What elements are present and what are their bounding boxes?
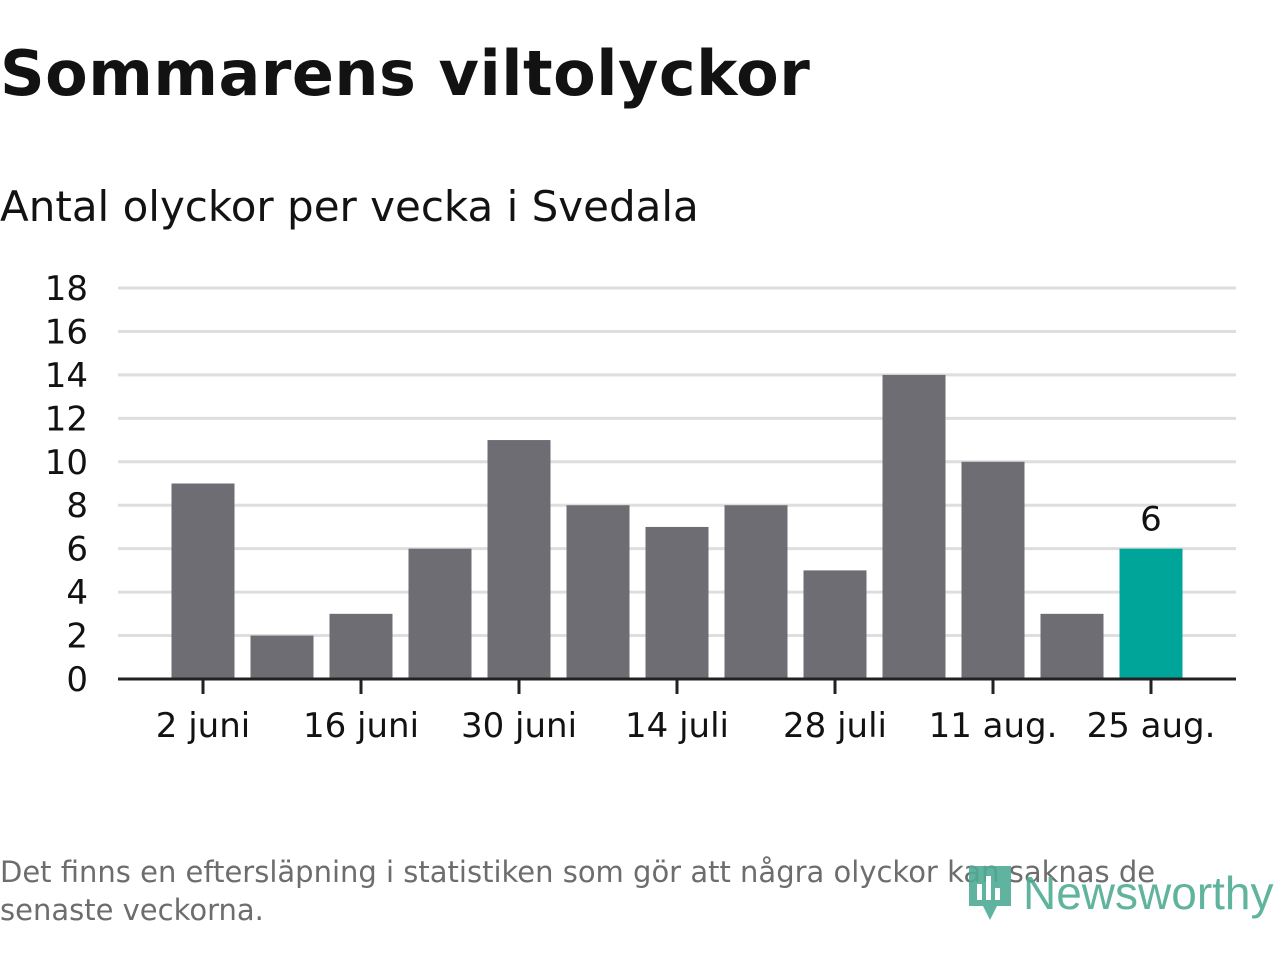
y-tick-label: 14 bbox=[45, 356, 88, 396]
chart-subtitle: Antal olyckor per vecka i Svedala bbox=[0, 182, 699, 231]
bar bbox=[487, 440, 551, 679]
x-tick-label: 25 aug. bbox=[1087, 706, 1216, 746]
y-tick-label: 10 bbox=[45, 443, 88, 483]
y-tick-label: 4 bbox=[66, 573, 88, 613]
bar bbox=[408, 548, 472, 679]
bar bbox=[724, 505, 788, 679]
bar bbox=[171, 483, 235, 679]
x-tick-label: 28 juli bbox=[783, 706, 887, 746]
bar bbox=[566, 505, 630, 679]
bars bbox=[171, 374, 1183, 679]
bar bbox=[1040, 613, 1104, 679]
y-tick-label: 12 bbox=[45, 399, 88, 439]
y-tick-label: 16 bbox=[45, 312, 88, 352]
y-tick-label: 6 bbox=[66, 530, 88, 570]
bar-highlight bbox=[1119, 548, 1183, 679]
x-tick-label: 11 aug. bbox=[929, 706, 1058, 746]
data-label: 6 bbox=[1140, 500, 1162, 540]
newsworthy-logo: Newsworthy bbox=[963, 860, 1274, 926]
newsworthy-logo-text: Newsworthy bbox=[1023, 867, 1274, 919]
y-tick-label: 8 bbox=[66, 486, 88, 526]
x-tick-label: 14 juli bbox=[625, 706, 729, 746]
x-tick-label: 2 juni bbox=[156, 706, 250, 746]
bar bbox=[645, 526, 709, 679]
footnote: Det finns en eftersläpning i statistiken… bbox=[0, 855, 1156, 927]
y-tick-label: 0 bbox=[66, 660, 88, 700]
chart-title: Sommarens viltolyckor bbox=[0, 37, 811, 110]
bar bbox=[250, 635, 314, 679]
y-tick-label: 2 bbox=[66, 617, 88, 657]
x-tick-label: 30 juni bbox=[461, 706, 577, 746]
newsworthy-logo-icon bbox=[969, 866, 1011, 920]
bar bbox=[329, 613, 393, 679]
gridlines bbox=[118, 286, 1236, 638]
y-tick-label: 18 bbox=[45, 269, 88, 309]
bar bbox=[882, 374, 946, 679]
x-axis bbox=[118, 677, 1236, 694]
bar bbox=[961, 461, 1025, 679]
bar bbox=[803, 570, 867, 679]
x-tick-label: 16 juni bbox=[303, 706, 419, 746]
